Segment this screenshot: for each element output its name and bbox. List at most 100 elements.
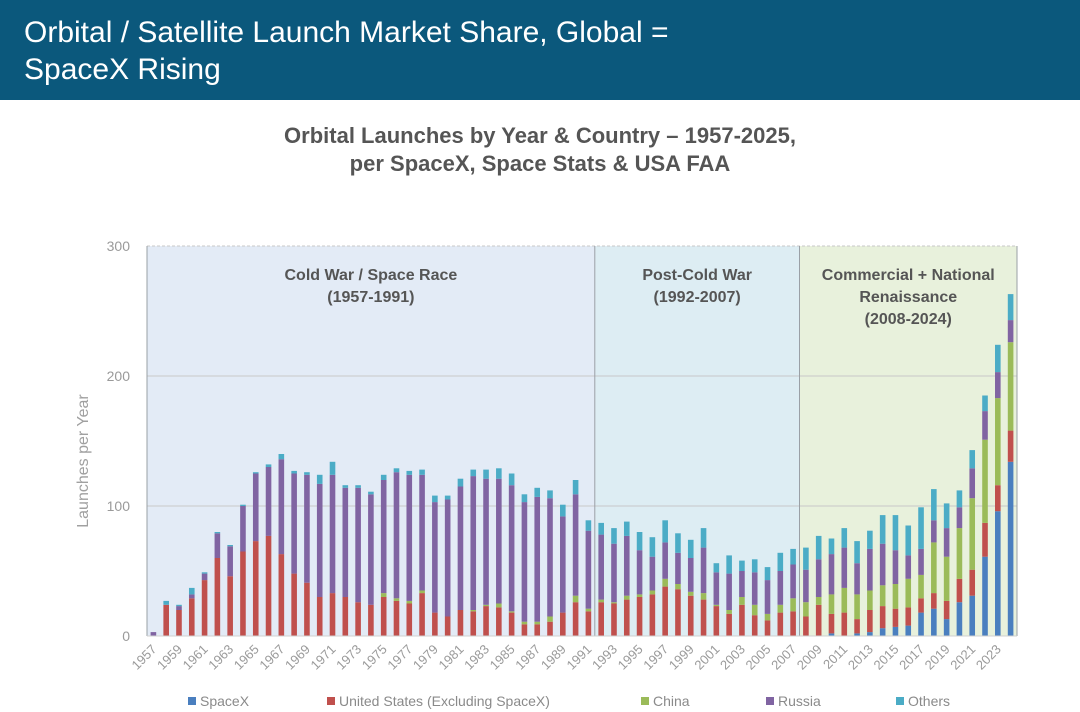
slide-header: Orbital / Satellite Launch Market Share,…	[0, 0, 1080, 100]
bar-1962-others	[214, 532, 221, 534]
bar-1995-others	[636, 532, 643, 551]
bar-2006-china	[777, 604, 784, 613]
bar-2021-spacex	[969, 595, 976, 636]
x-tick-label: 2013	[845, 642, 876, 673]
bar-2020-others	[956, 490, 963, 508]
x-tick-label: 1991	[563, 642, 594, 673]
x-tick-label: 1957	[128, 642, 159, 673]
bar-1982-others	[470, 469, 477, 477]
bar-2019-china	[943, 556, 950, 601]
x-tick-label: 2019	[922, 642, 953, 673]
legend-swatch	[896, 697, 904, 705]
bar-1970-others	[316, 474, 323, 484]
x-tick-label: 1977	[384, 642, 415, 673]
bar-2020-russia	[956, 507, 963, 529]
bar-1985-others	[508, 473, 515, 486]
bar-1963-others	[227, 545, 233, 547]
bar-1984-russia	[496, 478, 502, 604]
bar-1994-china	[623, 595, 630, 600]
bar-2008-united-states-excluding-spacex	[803, 616, 809, 636]
bar-1959-others	[176, 604, 182, 607]
legend-item: China	[641, 693, 690, 709]
bar-2011-russia	[841, 547, 848, 588]
bar-2022-russia	[982, 411, 988, 440]
bar-2012-others	[854, 541, 860, 564]
legend-item: Others	[896, 693, 950, 709]
x-tick-label: 1979	[410, 642, 441, 673]
bar-2010-spacex	[828, 633, 835, 636]
bar-1968-russia	[291, 473, 297, 574]
y-tick-label: 300	[107, 238, 131, 254]
bar-2020-china	[956, 528, 963, 579]
bar-2009-china	[815, 597, 822, 605]
bar-2004-russia	[751, 572, 758, 605]
bar-1975-russia	[380, 480, 387, 594]
bar-2008-china	[803, 602, 809, 617]
bar-1958-united-states-excluding-spacex	[163, 604, 169, 636]
bar-2023-others	[995, 344, 1001, 373]
bar-1990-china	[572, 595, 579, 603]
x-tick-label: 1965	[231, 642, 262, 673]
bar-1992-united-states-excluding-spacex	[598, 602, 604, 636]
bar-1999-united-states-excluding-spacex	[687, 595, 694, 636]
bar-1973-others	[355, 485, 361, 488]
bar-2003-china	[739, 597, 745, 605]
bar-2002-others	[726, 555, 732, 574]
bar-1974-russia	[368, 494, 374, 605]
bar-2024-united-states-excluding-spacex	[1007, 430, 1014, 462]
x-tick-label: 2021	[947, 642, 978, 673]
bar-1962-united-states-excluding-spacex	[214, 558, 221, 636]
x-tick-label: 2015	[871, 642, 902, 673]
bar-2006-russia	[777, 571, 784, 605]
bar-1968-united-states-excluding-spacex	[291, 573, 297, 636]
bar-1964-russia	[240, 506, 246, 552]
bar-1981-united-states-excluding-spacex	[457, 610, 464, 636]
bar-2023-united-states-excluding-spacex	[995, 485, 1001, 512]
bar-1991-united-states-excluding-spacex	[585, 611, 592, 636]
bar-2015-china	[892, 584, 899, 609]
bar-1988-united-states-excluding-spacex	[547, 621, 553, 636]
bar-1992-russia	[598, 534, 604, 600]
bar-2015-spacex	[892, 626, 899, 636]
bar-2010-others	[828, 538, 835, 555]
bar-2002-united-states-excluding-spacex	[726, 613, 732, 636]
bar-1972-united-states-excluding-spacex	[342, 597, 349, 636]
bar-1995-united-states-excluding-spacex	[636, 597, 643, 636]
bar-1957-russia	[150, 632, 157, 636]
bar-1971-others	[329, 461, 336, 475]
x-tick-label: 2017	[896, 642, 927, 673]
chart-legend: SpaceX United States (Excluding SpaceX) Ch…	[0, 693, 1080, 711]
bar-2008-russia	[803, 569, 809, 603]
bar-2006-united-states-excluding-spacex	[777, 612, 784, 636]
bar-1972-others	[342, 485, 349, 488]
bar-1974-others	[368, 491, 374, 495]
x-tick-label: 1967	[256, 642, 287, 673]
bar-2016-united-states-excluding-spacex	[905, 607, 912, 626]
bar-2003-others	[739, 560, 745, 571]
bar-1997-others	[662, 520, 668, 543]
bar-2018-others	[931, 489, 937, 521]
bar-2008-others	[803, 547, 809, 570]
bar-1987-china	[534, 621, 541, 625]
bar-1978-china	[419, 590, 425, 594]
bar-1991-china	[585, 608, 592, 612]
y-tick-label: 200	[107, 368, 131, 384]
x-tick-label: 2003	[717, 642, 748, 673]
bar-1971-russia	[329, 474, 336, 594]
bar-1978-united-states-excluding-spacex	[419, 593, 425, 636]
bar-1982-united-states-excluding-spacex	[470, 611, 477, 636]
bar-1990-russia	[572, 494, 579, 596]
bar-2007-china	[790, 598, 796, 612]
slide-title: Orbital / Satellite Launch Market Share,…	[24, 16, 669, 86]
x-tick-label: 1987	[512, 642, 543, 673]
bar-1979-others	[432, 495, 438, 503]
bar-1981-russia	[457, 486, 464, 610]
bar-1968-others	[291, 470, 297, 474]
bar-2018-spacex	[931, 608, 937, 636]
bar-2013-spacex	[867, 632, 873, 636]
bar-1969-others	[304, 472, 310, 475]
bar-2024-china	[1007, 342, 1014, 431]
bar-2018-china	[931, 542, 937, 594]
bar-2004-united-states-excluding-spacex	[751, 615, 758, 636]
bar-1977-russia	[406, 474, 413, 601]
